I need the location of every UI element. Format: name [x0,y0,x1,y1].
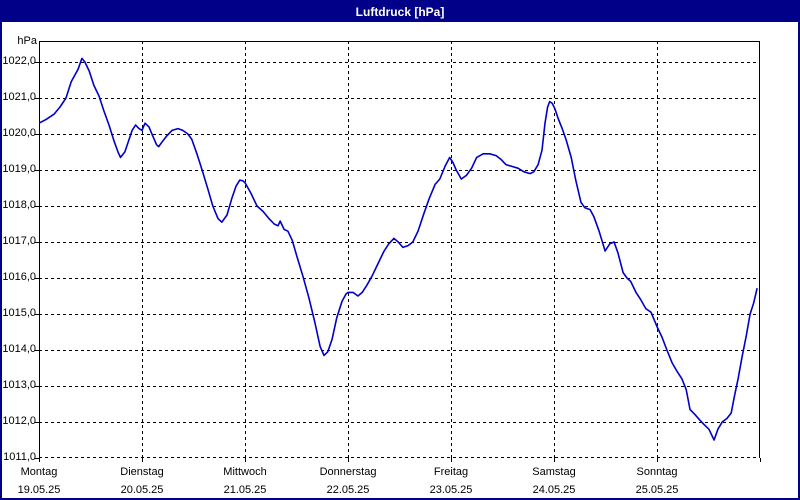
x-axis-tick [245,458,246,462]
y-axis-tick [35,62,40,63]
window-title: Luftdruck [hPa] [355,5,445,19]
y-axis-tick [35,242,40,243]
x-axis-weekday-label: Montag [20,466,58,478]
x-axis-tick [142,458,143,462]
x-axis-weekday-label: Dienstag [120,466,164,478]
y-axis-tick [35,170,40,171]
title-bar[interactable]: Luftdruck [hPa] [2,2,798,22]
y-axis-tick-label: 1020,0 [2,127,36,139]
y-axis-tick-label: 1016,0 [2,271,36,283]
y-axis-tick [35,278,40,279]
plot-canvas [38,41,760,458]
x-axis-date-label: 22.05.25 [326,484,370,496]
y-axis-tick-label: 1012,0 [2,415,36,427]
x-axis-tick [451,458,452,462]
y-axis-tick [35,206,40,207]
x-axis-weekday-label: Freitag [433,466,469,478]
x-axis-date-label: 24.05.25 [532,484,576,496]
y-axis-tick [35,350,40,351]
x-axis-date-label: 25.05.25 [635,484,679,496]
y-axis-tick [35,386,40,387]
y-axis-tick [35,314,40,315]
y-axis-unit-label: hPa [17,35,37,47]
y-axis-tick-label: 1019,0 [2,163,36,175]
x-axis-weekday-label: Sonntag [636,466,678,478]
x-axis-weekday-label: Mittwoch [223,466,267,478]
y-axis-tick-label: 1021,0 [2,91,36,103]
y-axis-tick [35,458,40,459]
y-axis-tick-label: 1022,0 [2,55,36,67]
x-axis-tick [760,458,761,462]
y-axis-tick [35,422,40,423]
y-axis-tick [35,134,40,135]
pressure-curve [38,57,758,441]
y-axis-tick-label: 1011,0 [3,451,36,463]
x-axis-tick [348,458,349,462]
x-axis-tick [657,458,658,462]
y-axis-tick-label: 1017,0 [2,235,36,247]
x-axis-date-label: 19.05.25 [17,484,61,496]
x-axis-weekday-label: Donnerstag [319,466,377,478]
x-axis-tick [39,458,40,462]
x-axis-weekday-label: Samstag [532,466,576,478]
y-axis-tick [35,98,40,99]
x-axis-date-label: 20.05.25 [120,484,164,496]
y-axis-tick-label: 1015,0 [2,307,36,319]
x-axis-date-label: 21.05.25 [223,484,267,496]
y-axis-tick-label: 1013,0 [2,379,36,391]
y-axis-tick-label: 1018,0 [2,199,36,211]
x-axis-date-label: 23.05.25 [429,484,473,496]
y-axis-tick-label: 1014,0 [2,343,36,355]
x-axis-tick [554,458,555,462]
plot-area [38,41,760,458]
